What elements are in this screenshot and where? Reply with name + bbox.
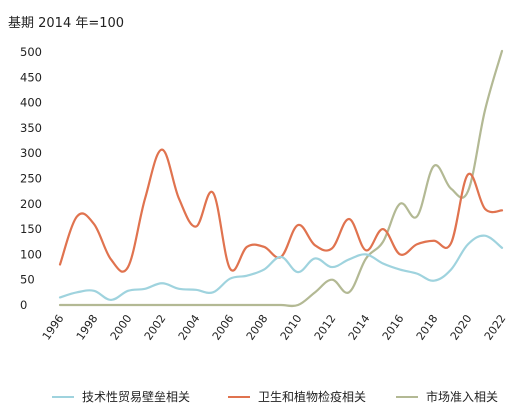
x-tick-label: 1996 — [40, 312, 67, 342]
x-tick-label: 2020 — [448, 312, 475, 342]
series-line-tbt — [58, 234, 504, 302]
legend-item-market-access: 市场准入相关 — [396, 388, 498, 405]
plot-area: 0 50 100 150 200 250 300 350 400 450 500 1996 1998 2… — [20, 45, 509, 343]
series-lines — [58, 49, 504, 308]
y-tick-label: 200 — [20, 197, 42, 211]
legend-item-tbt: 技术性贸易壁垒相关 — [52, 388, 190, 405]
legend-label-market-access: 市场准入相关 — [426, 390, 499, 404]
series-line-sps — [58, 148, 504, 273]
legend-swatch-sps — [228, 395, 250, 398]
legend-label-sps: 卫生和植物检疫相关 — [258, 390, 367, 404]
x-tick-label: 2004 — [176, 312, 203, 342]
legend-item-sps: 卫生和植物检疫相关 — [228, 388, 366, 405]
x-tick-label: 2018 — [414, 312, 441, 342]
legend-label-tbt: 技术性贸易壁垒相关 — [82, 390, 191, 404]
x-tick-label: 2006 — [210, 312, 237, 342]
y-tick-label: 250 — [20, 172, 42, 186]
series-line-market-access — [58, 49, 504, 308]
x-axis: 1996 1998 2000 2002 2004 2006 2008 2010 2012 2014… — [40, 312, 509, 342]
y-tick-label: 0 — [20, 298, 27, 312]
y-tick-label: 500 — [20, 45, 42, 59]
x-tick-label: 2010 — [278, 312, 305, 342]
legend: 技术性贸易壁垒相关 卫生和植物检疫相关 市场准入相关 — [0, 388, 530, 412]
y-tick-label: 100 — [20, 247, 42, 261]
x-tick-label: 1998 — [74, 312, 101, 342]
x-tick-label: 2002 — [142, 312, 169, 342]
x-tick-label: 2012 — [312, 312, 339, 342]
x-tick-label: 2014 — [346, 312, 373, 342]
chart-title: 基期 2014 年=100 — [8, 16, 125, 31]
x-tick-label: 2016 — [380, 312, 407, 342]
y-tick-label: 300 — [20, 146, 42, 160]
legend-swatch-market-access — [396, 395, 418, 398]
x-tick-label: 2008 — [244, 312, 271, 342]
x-tick-label: 2022 — [482, 312, 509, 342]
legend-swatch-tbt — [52, 395, 74, 398]
y-tick-label: 50 — [20, 273, 35, 287]
y-tick-label: 450 — [20, 70, 42, 84]
y-tick-label: 350 — [20, 121, 42, 135]
y-axis: 0 50 100 150 200 250 300 350 400 450 500 — [20, 45, 42, 312]
y-tick-label: 150 — [20, 222, 42, 236]
x-tick-label: 2000 — [108, 312, 135, 342]
y-tick-label: 400 — [20, 96, 42, 110]
